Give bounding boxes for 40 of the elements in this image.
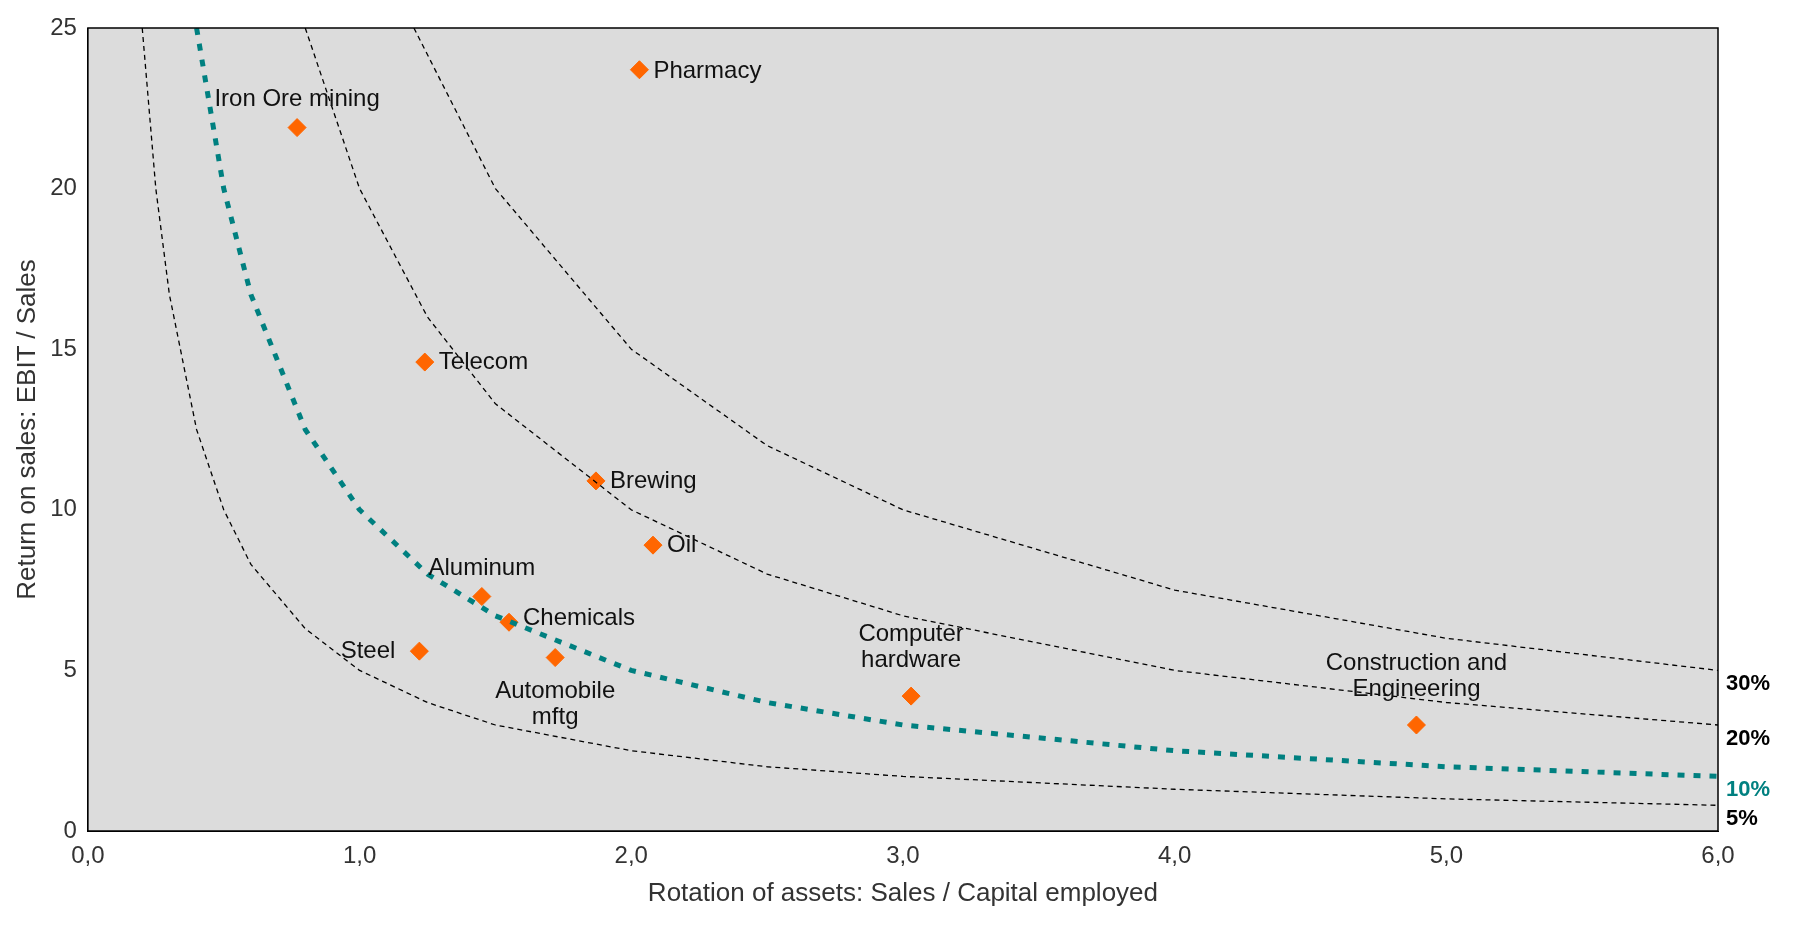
x-tick-label: 1,0 (342, 841, 377, 869)
point (629, 60, 649, 80)
y-tick-label: 15 (50, 333, 77, 361)
x-tick-label: 0,0 (71, 841, 105, 869)
point (586, 471, 606, 491)
annotation: Telecom (438, 346, 529, 374)
annotation: Brewing (609, 465, 697, 493)
x-tick-label: 3,0 (886, 841, 920, 869)
y-axis-title: Return on sales: EBIT / Sales (10, 259, 41, 600)
annotation: Chemicals (523, 602, 636, 630)
point (1406, 715, 1426, 735)
x-axis-title: Rotation of assets: Sales / Capital employed (647, 876, 1159, 907)
y-tick-label: 5 (63, 655, 77, 683)
x-tick-label: 4,0 (1157, 841, 1192, 869)
x-tick-label: 5,0 (1429, 841, 1463, 869)
y-tick-label: 10 (50, 494, 77, 522)
point (545, 648, 565, 668)
series-label: 20% (1726, 725, 1771, 751)
x-tick-label: 6,0 (1701, 841, 1735, 869)
point (409, 641, 429, 661)
y-tick-label: 20 (50, 173, 77, 201)
annotation: Iron Ore mining (214, 84, 380, 112)
series-label: 30% (1726, 670, 1771, 696)
point (901, 686, 921, 706)
annotation: Steel (340, 635, 396, 663)
y-tick-label: 0 (63, 815, 77, 843)
series-label: 10% (1726, 776, 1771, 802)
point (287, 118, 307, 138)
annotation: Construction and Engineering (1325, 647, 1508, 701)
x-tick-label: 2,0 (614, 841, 648, 869)
annotation: Aluminum (428, 553, 536, 581)
annotation: Automobile mftg (495, 676, 616, 730)
point (415, 352, 435, 372)
point (643, 535, 663, 555)
annotation: Pharmacy (653, 56, 762, 84)
y-tick-label: 25 (50, 12, 77, 40)
annotation: Oil (667, 529, 697, 557)
annotation: Computer hardware (858, 618, 964, 672)
series-label: 5% (1726, 805, 1758, 831)
point (472, 587, 492, 607)
